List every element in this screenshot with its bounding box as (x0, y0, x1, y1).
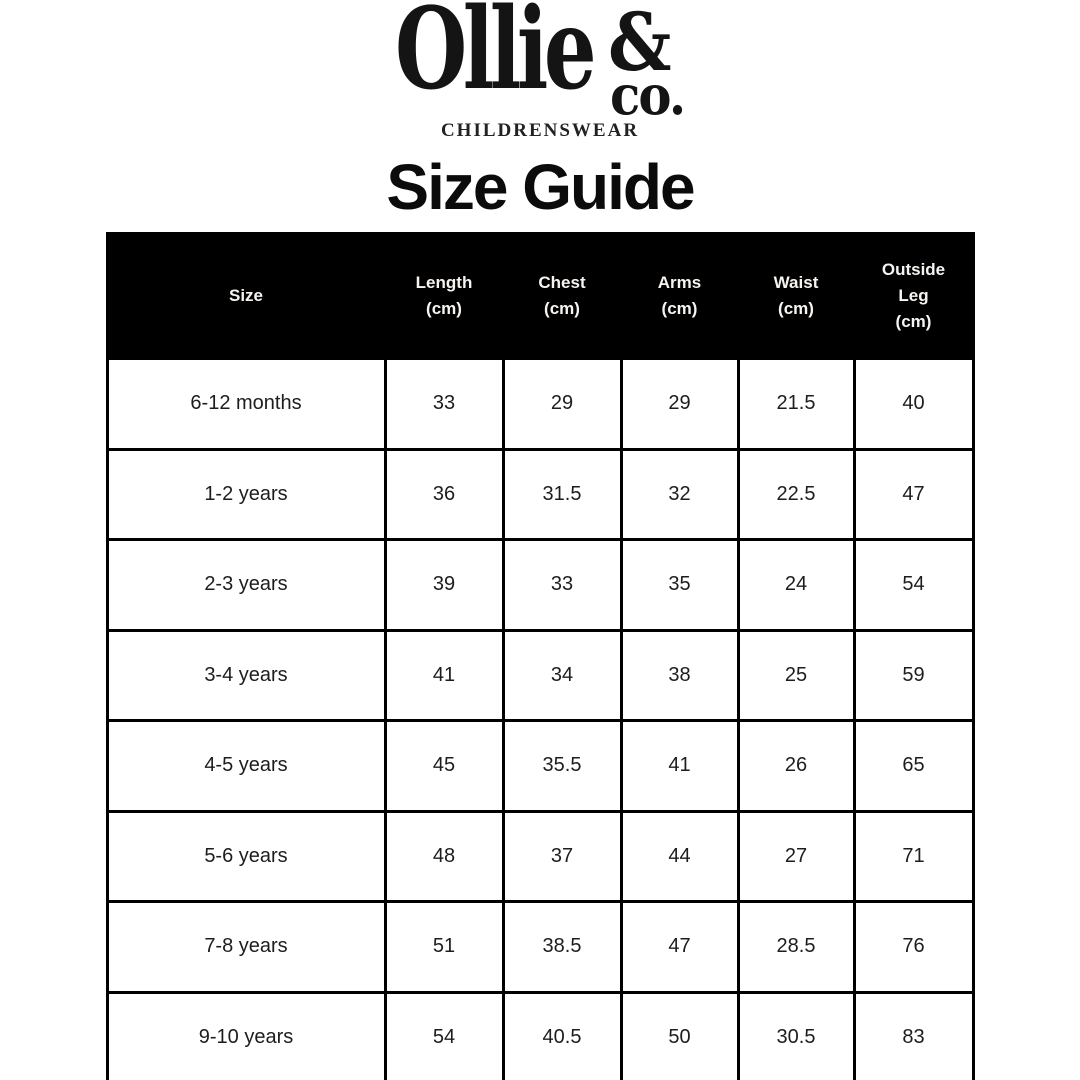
table-row: 9-10 years 54 40.5 50 30.5 83 (105, 990, 975, 1080)
header-line: (cm) (426, 299, 462, 318)
waist-cell: 22.5 (736, 447, 856, 541)
waist-cell: 28.5 (736, 900, 856, 994)
chest-cell: 29 (501, 357, 623, 451)
waist-cell: 21.5 (736, 357, 856, 451)
length-cell: 36 (383, 447, 505, 541)
header-line: Outside (881, 260, 946, 279)
arms-cell: 44 (619, 809, 740, 903)
brand-wordmark: Ollie (395, 0, 597, 115)
size-label-cell: 2-3 years (105, 538, 387, 632)
table-body: 6-12 months 33 29 29 21.5 40 1-2 years 3… (105, 357, 975, 1080)
page-title: Size Guide (386, 151, 695, 223)
size-label-cell: 3-4 years (105, 628, 387, 722)
chest-cell: 35.5 (501, 719, 623, 813)
outside-leg-cell: 83 (852, 990, 975, 1080)
size-guide-table: Size Length (cm) Chest (cm) Arms (cm) (105, 232, 975, 1080)
table-row: 5-6 years 48 37 44 27 71 (105, 809, 975, 903)
arms-cell: 47 (619, 900, 740, 994)
table-header: Size Length (cm) Chest (cm) Arms (cm) (105, 232, 975, 360)
chest-cell: 33 (501, 538, 623, 632)
header-line: (cm) (778, 299, 814, 318)
waist-cell: 26 (736, 719, 856, 813)
chest-cell: 34 (501, 628, 623, 722)
column-header-outside-leg: Outside Leg (cm) (852, 232, 975, 360)
brand-logo: Ollie & co. (395, 0, 686, 122)
outside-leg-cell: 76 (852, 900, 975, 994)
column-header-waist: Waist (cm) (736, 232, 856, 360)
column-header-size: Size (105, 232, 387, 360)
size-label-cell: 7-8 years (105, 900, 387, 994)
table-row: 1-2 years 36 31.5 32 22.5 47 (105, 447, 975, 541)
chest-cell: 37 (501, 809, 623, 903)
length-cell: 41 (383, 628, 505, 722)
waist-cell: 27 (736, 809, 856, 903)
header-line: Length (415, 273, 473, 292)
table-row: 4-5 years 45 35.5 41 26 65 (105, 719, 975, 813)
table-row: 7-8 years 51 38.5 47 28.5 76 (105, 900, 975, 994)
size-label-cell: 6-12 months (105, 357, 387, 451)
length-cell: 51 (383, 900, 505, 994)
arms-cell: 29 (619, 357, 740, 451)
waist-cell: 24 (736, 538, 856, 632)
chest-cell: 40.5 (501, 990, 623, 1080)
length-cell: 39 (383, 538, 505, 632)
table-row: 2-3 years 39 33 35 24 54 (105, 538, 975, 632)
header-line: Chest (538, 273, 586, 292)
size-label-cell: 9-10 years (105, 990, 387, 1080)
length-cell: 54 (383, 990, 505, 1080)
table-row: 6-12 months 33 29 29 21.5 40 (105, 357, 975, 451)
arms-cell: 32 (619, 447, 740, 541)
chest-cell: 31.5 (501, 447, 623, 541)
header-line: Leg (898, 286, 929, 305)
header-line: (cm) (895, 312, 932, 331)
length-cell: 48 (383, 809, 505, 903)
chest-cell: 38.5 (501, 900, 623, 994)
waist-cell: 30.5 (736, 990, 856, 1080)
arms-cell: 41 (619, 719, 740, 813)
size-label-cell: 4-5 years (105, 719, 387, 813)
column-header-chest: Chest (cm) (501, 232, 623, 360)
waist-cell: 25 (736, 628, 856, 722)
header-line: Waist (773, 273, 819, 292)
arms-cell: 50 (619, 990, 740, 1080)
outside-leg-cell: 59 (852, 628, 975, 722)
header-line: (cm) (661, 299, 698, 318)
column-header-length: Length (cm) (383, 232, 505, 360)
header-row: Size Length (cm) Chest (cm) Arms (cm) (105, 232, 975, 360)
column-header-arms: Arms (cm) (619, 232, 740, 360)
brand-tagline: CHILDRENSWEAR (440, 120, 640, 141)
size-label-cell: 1-2 years (105, 447, 387, 541)
arms-cell: 35 (619, 538, 740, 632)
brand-co: co. (610, 63, 686, 127)
header-line: Arms (657, 273, 702, 292)
length-cell: 45 (383, 719, 505, 813)
brand-ampersand: & (608, 0, 672, 89)
outside-leg-cell: 54 (852, 538, 975, 632)
header-line: (cm) (544, 299, 580, 318)
length-cell: 33 (383, 357, 505, 451)
header-line: Size (228, 286, 264, 305)
outside-leg-cell: 47 (852, 447, 975, 541)
arms-cell: 38 (619, 628, 740, 722)
outside-leg-cell: 65 (852, 719, 975, 813)
outside-leg-cell: 71 (852, 809, 975, 903)
size-label-cell: 5-6 years (105, 809, 387, 903)
table-row: 3-4 years 41 34 38 25 59 (105, 628, 975, 722)
outside-leg-cell: 40 (852, 357, 975, 451)
